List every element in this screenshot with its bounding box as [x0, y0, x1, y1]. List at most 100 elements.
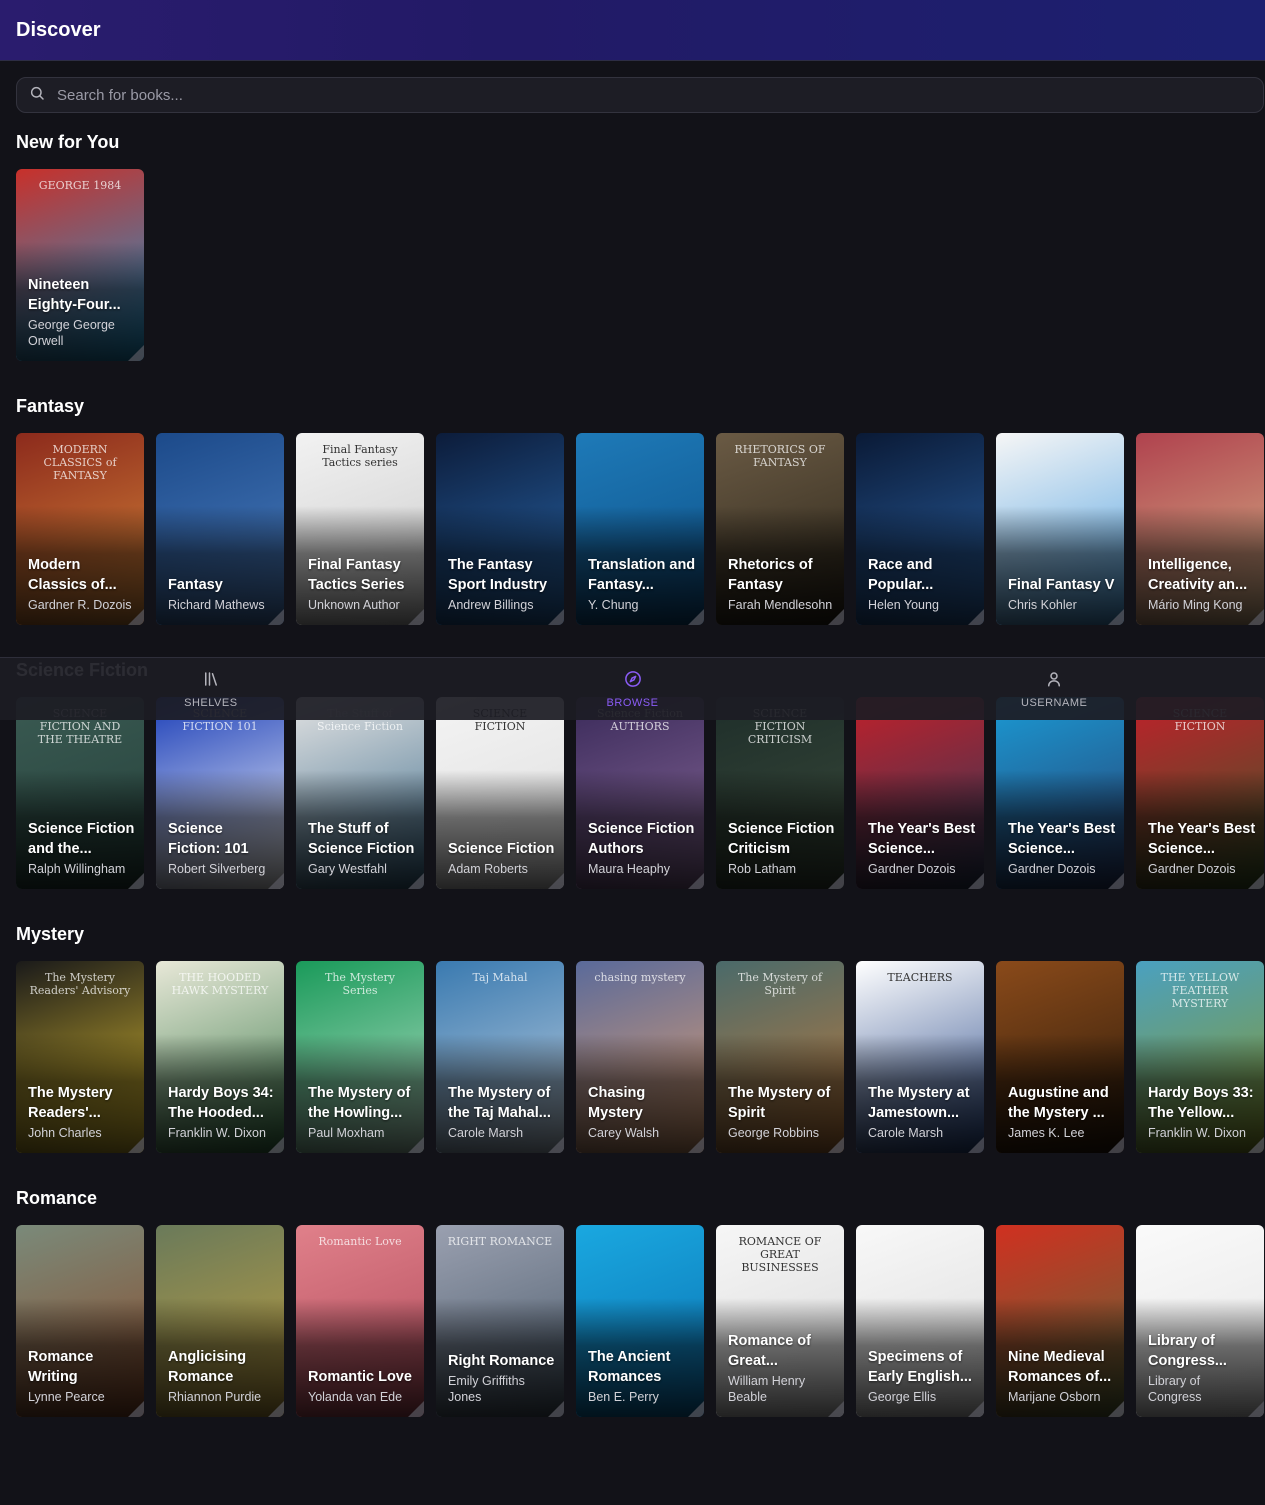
page-fold-icon: [128, 873, 144, 889]
search-input[interactable]: [57, 86, 1207, 104]
nav-browse[interactable]: BROWSE: [422, 658, 844, 720]
page-fold-icon: [968, 873, 984, 889]
book-title: Race and Popular...: [868, 557, 934, 593]
book-info: Right Romance Emily Griffiths Jones: [448, 1351, 556, 1405]
book-card[interactable]: Romance Writing Lynne Pearce: [16, 1225, 144, 1417]
page-fold-icon: [548, 609, 564, 625]
page-fold-icon: [128, 345, 144, 361]
book-card[interactable]: Taj Mahal The Mystery of the Taj Mahal...…: [436, 961, 564, 1153]
book-card[interactable]: Romantic Love Romantic Love Yolanda van Ed…: [296, 1225, 424, 1417]
section-title: Romance: [16, 1188, 98, 1208]
book-card[interactable]: The Ancient Romances Ben E. Perry: [576, 1225, 704, 1417]
page-fold-icon: [688, 873, 704, 889]
book-title: Translation and Fantasy...: [588, 557, 696, 593]
book-title: Library of Congress...: [1148, 1333, 1227, 1369]
page-fold-icon: [828, 609, 844, 625]
book-cover-art: THE HOODED HAWK MYSTERY: [171, 971, 269, 997]
book-author: Helen Young: [868, 598, 939, 612]
nav-username-label: USERNAME: [1021, 696, 1088, 709]
book-info: Specimens of Early English... George Elli…: [868, 1347, 976, 1405]
book-card[interactable]: THE YELLOW FEATHER MYSTERY Hardy Boys 33:…: [1136, 961, 1264, 1153]
book-card[interactable]: Final Fantasy Tactics series Final Fantas…: [296, 433, 424, 625]
book-title: Hardy Boys 33: The Yellow...: [1148, 1085, 1254, 1121]
book-card[interactable]: RHETORICS OF FANTASY Rhetorics of Fantasy…: [716, 433, 844, 625]
book-info: Library of Congress... Library of Congres…: [1148, 1331, 1256, 1405]
cover-gradient: [436, 1297, 564, 1417]
book-title: The Year's Best Science...: [1148, 821, 1256, 857]
book-card[interactable]: ROMANCE OF GREAT BUSINESSES Romance of Gr…: [716, 1225, 844, 1417]
book-card[interactable]: Specimens of Early English... George Elli…: [856, 1225, 984, 1417]
cover-gradient: [716, 1297, 844, 1417]
nav-shelves[interactable]: SHELVES: [0, 658, 422, 720]
cover-gradient: [296, 505, 424, 625]
book-author: Chris Kohler: [1008, 598, 1077, 612]
book-info: Science Fiction Criticism Rob Latham: [728, 819, 836, 877]
book-title: Science Fiction: [448, 841, 555, 857]
top-bar: Discover: [0, 0, 1265, 61]
book-card[interactable]: Augustine and the Mystery ... James K. Le…: [996, 961, 1124, 1153]
page-fold-icon: [1248, 609, 1264, 625]
book-card[interactable]: chasing mystery Chasing Mystery Carey Wals…: [576, 961, 704, 1153]
book-card[interactable]: The Mystery Series The Mystery of the How…: [296, 961, 424, 1153]
search-icon: [29, 85, 45, 106]
book-card[interactable]: GEORGE 1984 Nineteen Eighty-Four... George…: [16, 169, 144, 361]
section-title: Fantasy: [16, 396, 85, 416]
book-card[interactable]: Translation and Fantasy... Y. Chung: [576, 433, 704, 625]
search-bar[interactable]: [16, 77, 1264, 113]
book-card[interactable]: The Year's Best Science... Gardner Dozois: [856, 697, 984, 889]
book-card[interactable]: Nine Medieval Romances of... Marijane Osb…: [996, 1225, 1124, 1417]
library-icon: [202, 670, 220, 691]
cover-gradient: [16, 241, 144, 361]
nav-shelves-label: SHELVES: [184, 696, 238, 709]
book-card[interactable]: RIGHT ROMANCE Right Romance Emily Griffith…: [436, 1225, 564, 1417]
page-fold-icon: [548, 873, 564, 889]
book-card[interactable]: MODERN CLASSICS of FANTASY Modern Classic…: [16, 433, 144, 625]
page-fold-icon: [1108, 873, 1124, 889]
nav-username[interactable]: USERNAME: [843, 658, 1265, 720]
book-title: Romantic Love: [308, 1369, 412, 1385]
book-card[interactable]: Anglicising Romance Rhiannon Purdie: [156, 1225, 284, 1417]
book-info: Translation and Fantasy... Y. Chung: [588, 555, 696, 613]
book-author: George Ellis: [868, 1390, 937, 1404]
book-cover-art: TEACHERS: [887, 971, 953, 984]
book-card[interactable]: The Year's Best Science... Gardner Dozois: [996, 697, 1124, 889]
cover-gradient: [856, 769, 984, 889]
book-author: Gardner Dozois: [1008, 862, 1096, 876]
cover-gradient: [436, 505, 564, 625]
book-cover-art: The Mystery Readers' Advisory: [29, 971, 131, 997]
book-card[interactable]: The Mystery Readers' Advisory The Mystery…: [16, 961, 144, 1153]
page-fold-icon: [968, 609, 984, 625]
book-row: Romance Writing Lynne Pearce Anglicising R…: [16, 1225, 1264, 1417]
book-card[interactable]: Race and Popular... Helen Young: [856, 433, 984, 625]
cover-gradient: [716, 769, 844, 889]
book-card[interactable]: Library of Congress... Library of Congres…: [1136, 1225, 1264, 1417]
book-card[interactable]: The Mystery of Spirit The Mystery of Spir…: [716, 961, 844, 1153]
book-info: Romance Writing Lynne Pearce: [28, 1347, 136, 1405]
book-title: Right Romance: [448, 1353, 555, 1369]
book-card[interactable]: TEACHERS The Mystery at Jamestown... Carol…: [856, 961, 984, 1153]
cover-gradient: [996, 769, 1124, 889]
book-card[interactable]: Final Fantasy V Chris Kohler: [996, 433, 1124, 625]
page-fold-icon: [408, 1401, 424, 1417]
book-card[interactable]: Fantasy Richard Mathews: [156, 433, 284, 625]
page-fold-icon: [128, 1401, 144, 1417]
cover-gradient: [16, 1297, 144, 1417]
book-author: Unknown Author: [308, 598, 400, 612]
book-title: The Year's Best Science...: [868, 821, 976, 857]
book-info: Intelligence, Creativity an... Mário Ming…: [1148, 555, 1256, 613]
page-fold-icon: [1108, 1401, 1124, 1417]
book-author: Franklin W. Dixon: [168, 1126, 266, 1140]
book-card[interactable]: The Fantasy Sport Industry Andrew Billing…: [436, 433, 564, 625]
book-cover-art: The Mystery of Spirit: [737, 971, 823, 997]
page-fold-icon: [268, 1401, 284, 1417]
book-title: The Year's Best Science...: [1008, 821, 1116, 857]
book-card[interactable]: Intelligence, Creativity an... Mário Ming…: [1136, 433, 1264, 625]
book-card[interactable]: THE HOODED HAWK MYSTERY Hardy Boys 34: Th…: [156, 961, 284, 1153]
